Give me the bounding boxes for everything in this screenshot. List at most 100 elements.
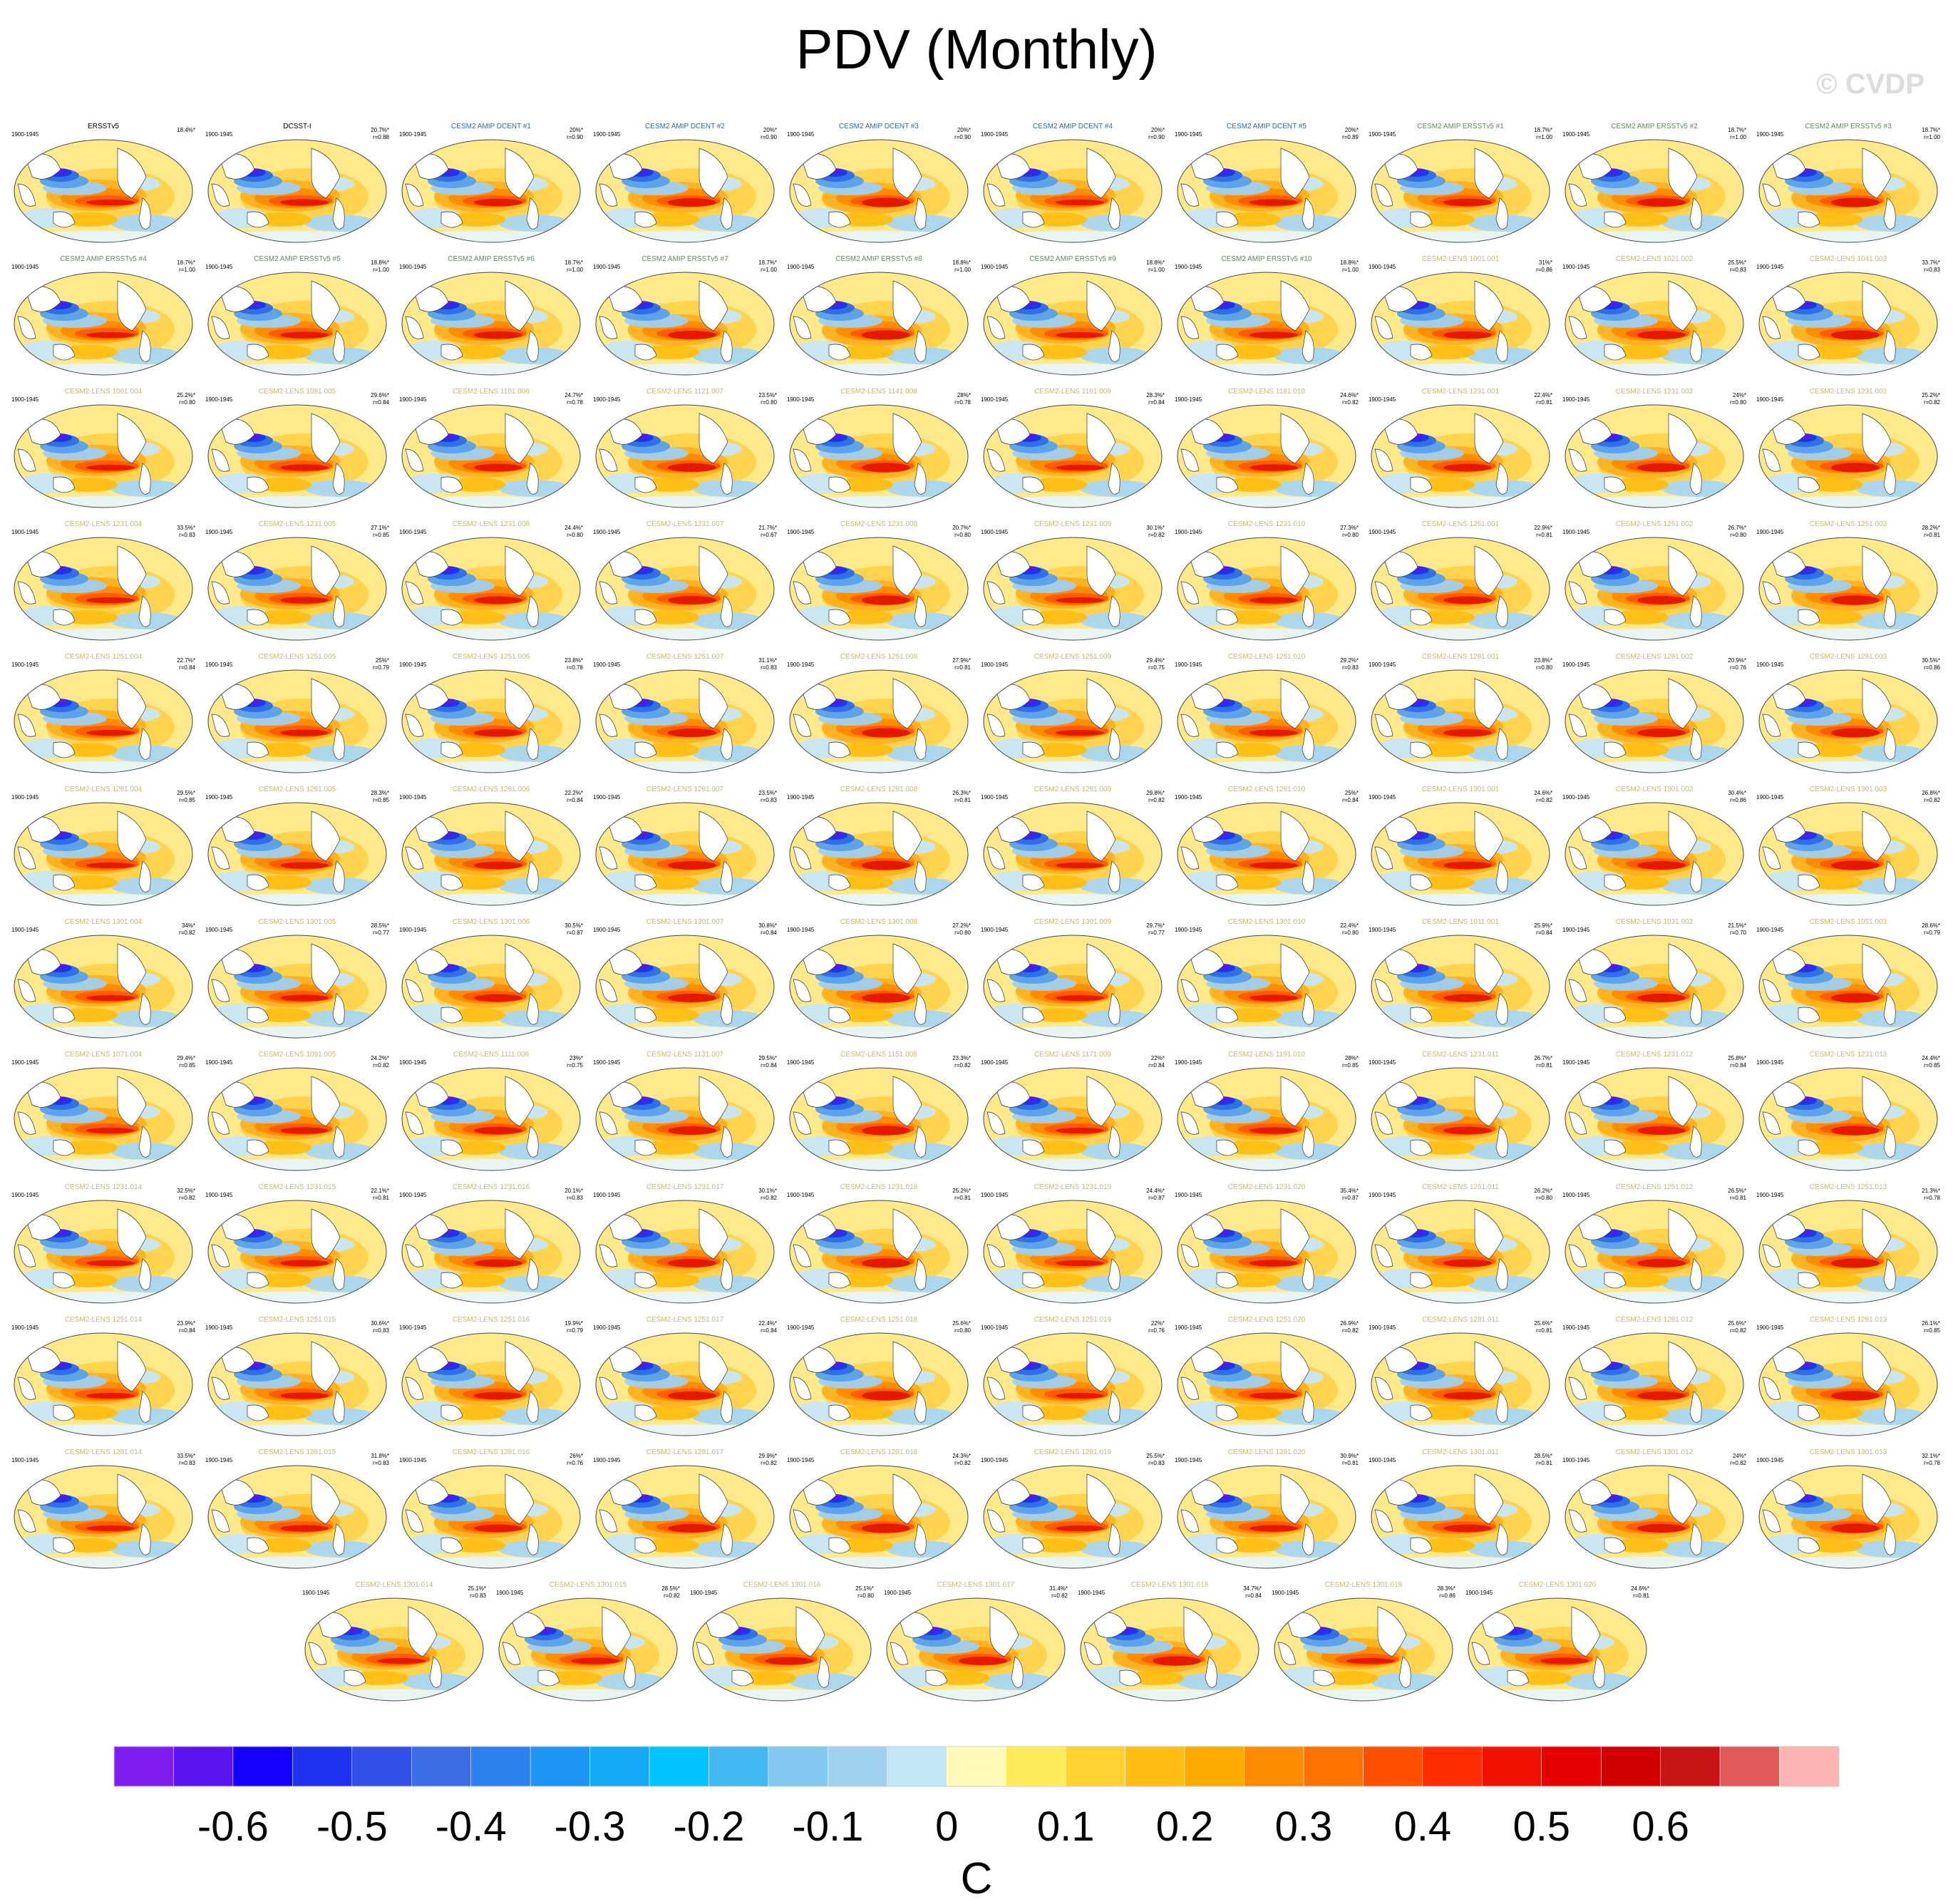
panel-grid: ERSSTv5 1900-1945 18.4%* DCSST-I 1900-1945 20…: [11, 123, 1940, 1708]
panel-variance-pct: 34%*: [181, 922, 195, 929]
map-panel: CESM2-LENS 1251.010 1900-1945 29.2%* r=0.83: [1173, 653, 1360, 780]
sst-pattern-map: [983, 272, 1163, 376]
panel-period: 1900-1945: [11, 1059, 39, 1066]
map-panel: CESM2-LENS 1231.009 1900-1945 30.1%* r=0.82: [979, 520, 1166, 647]
panel-title: CESM2-LENS 1251.017: [646, 1316, 724, 1324]
panel-pattern-correlation: r=0.83: [1730, 267, 1746, 273]
panel-pattern-correlation: r=0.82: [1148, 532, 1165, 538]
panel-period: 1900-1945: [1756, 1324, 1784, 1331]
panel-title: CESM2 AMIP ERSSTv5 #4: [60, 255, 147, 263]
panel-variance-pct: 25.2%*: [177, 392, 195, 398]
panel-period: 1900-1945: [593, 794, 621, 801]
panel-variance-pct: 22.2%*: [565, 790, 583, 796]
panel-variance-pct: 29.5%*: [177, 790, 195, 796]
panel-title: CESM2-LENS 1301.004: [64, 918, 143, 926]
map-panel: CESM2-LENS 1301.018 1900-1945 34.7%* r=0.84: [1076, 1581, 1263, 1708]
sst-pattern-map: [207, 537, 387, 641]
panel-pattern-correlation: r=0.86: [1924, 664, 1940, 671]
panel-variance-pct: 26%*: [569, 1453, 583, 1459]
sst-pattern-map: [1565, 802, 1744, 906]
panel-variance-pct: 22.4%*: [758, 1320, 777, 1327]
map-panel: CESM2-LENS 1251.015 1900-1945 30.6%* r=0.83: [204, 1316, 391, 1443]
panel-title: CESM2-LENS 1231.010: [1227, 520, 1306, 528]
panel-title: CESM2-LENS 1231.005: [258, 520, 336, 528]
map-panel: CESM2-LENS 1281.010 1900-1945 25%* r=0.84: [1173, 786, 1360, 912]
panel-pattern-correlation: r=0.80: [1730, 532, 1746, 538]
panel-period: 1900-1945: [787, 264, 815, 270]
sst-pattern-map: [1371, 404, 1550, 508]
sst-pattern-map: [401, 139, 581, 243]
panel-pattern-correlation: r=0.84: [761, 1062, 777, 1069]
sst-pattern-map: [1371, 802, 1550, 906]
colorbar-box: [947, 1746, 1006, 1787]
sst-pattern-map: [207, 935, 387, 1039]
panel-variance-pct: 28.6%*: [1922, 922, 1940, 929]
panel-pattern-correlation: r=0.83: [470, 1592, 486, 1599]
panel-variance-pct: 35.4%*: [1340, 1188, 1359, 1194]
colorbar-box: [530, 1746, 590, 1787]
panel-title: CESM2-LENS 1281.004: [64, 786, 143, 793]
panel-title: CESM2-LENS 1301.007: [646, 918, 724, 926]
map-panel: CESM2-LENS 1251.001 1900-1945 22.9%* r=0.81: [1367, 520, 1554, 647]
panel-period: 1900-1945: [1756, 662, 1784, 668]
panel-pattern-correlation: r=0.84: [1342, 797, 1359, 803]
sst-pattern-map: [1758, 1332, 1938, 1436]
map-panel: CESM2-LENS 1301.015 1900-1945 28.5%* r=0.82: [495, 1581, 681, 1708]
sst-pattern-map: [1758, 272, 1938, 376]
panel-period: 1900-1945: [593, 264, 621, 270]
sst-pattern-map: [14, 1067, 193, 1171]
sst-pattern-map: [1371, 1332, 1550, 1436]
panel-variance-pct: 28%*: [1344, 1055, 1359, 1061]
panel-variance-pct: 28.3%*: [371, 790, 389, 796]
map-panel: CESM2 AMIP ERSSTv5 #2 1900-1945 18.7%* r=1.…: [1561, 123, 1748, 249]
panel-title: CESM2-LENS 1251.020: [1227, 1316, 1306, 1324]
colorbar-box: [1125, 1746, 1185, 1787]
panel-pattern-correlation: r=0.85: [373, 532, 389, 538]
colorbar-tick-label: -0.1: [792, 1803, 863, 1850]
map-panel: CESM2-LENS 1281.008 1900-1945 26.3%* r=0.81: [785, 786, 972, 912]
panel-pattern-correlation: r=0.80: [1342, 930, 1359, 936]
panel-title: CESM2-LENS 1231.017: [646, 1183, 724, 1191]
panel-period: 1900-1945: [399, 529, 427, 535]
panel-title: CESM2-LENS 1251.012: [1615, 1183, 1694, 1191]
panel-pattern-correlation: r=0.81: [954, 797, 971, 803]
sst-pattern-map: [1758, 139, 1938, 243]
panel-variance-pct: 32.5%*: [177, 1188, 195, 1194]
panel-variance-pct: 31%*: [1538, 259, 1552, 266]
panel-pattern-correlation: r=1.00: [179, 267, 195, 273]
panel-pattern-correlation: r=0.86: [1439, 1592, 1455, 1599]
panel-title: CESM2-LENS 1281.015: [258, 1448, 336, 1456]
panel-variance-pct: 28%*: [957, 392, 971, 398]
panel-title: CESM2-LENS 1251.014: [64, 1316, 143, 1324]
panel-pattern-correlation: r=0.81: [1536, 1327, 1552, 1334]
map-panel: CESM2-LENS 1111.006 1900-1945 23%* r=0.75: [398, 1051, 584, 1178]
panel-title: CESM2-LENS 1301.002: [1615, 786, 1694, 793]
panel-period: 1900-1945: [787, 662, 815, 668]
panel-variance-pct: 23.3%*: [952, 1055, 971, 1061]
map-panel: CESM2-LENS 1281.018 1900-1945 24.3%* r=0.82: [785, 1448, 972, 1575]
sst-pattern-map: [14, 537, 193, 641]
colorbar-box: [649, 1746, 709, 1787]
map-panel: CESM2-LENS 1301.007 1900-1945 30.8%* r=0.84: [592, 918, 778, 1045]
sst-pattern-map: [304, 1597, 484, 1702]
panel-variance-pct: 18.7%*: [758, 259, 777, 266]
panel-pattern-correlation: r=0.87: [1148, 1195, 1165, 1201]
panel-variance-pct: 30.5%*: [1922, 657, 1940, 664]
panel-period: 1900-1945: [1756, 1192, 1784, 1198]
panel-title: CESM2-LENS 1301.010: [1227, 918, 1306, 926]
panel-period: 1900-1945: [1562, 131, 1590, 138]
panel-period: 1900-1945: [1562, 264, 1590, 270]
map-panel: CESM2-LENS 1231.001 1900-1945 22.4%* r=0.81: [1367, 388, 1554, 515]
panel-title: CESM2-LENS 1031.002: [1615, 918, 1694, 926]
panel-title: CESM2-LENS 1281.011: [1422, 1316, 1499, 1324]
map-panel: CESM2-LENS 1231.010 1900-1945 27.3%* r=0.80: [1173, 520, 1360, 647]
panel-variance-pct: 23.5%*: [758, 790, 777, 796]
panel-period: 1900-1945: [399, 794, 427, 801]
panel-period: 1900-1945: [1756, 529, 1784, 535]
sst-pattern-map: [983, 669, 1163, 773]
panel-pattern-correlation: r=0.83: [373, 1460, 389, 1466]
panel-variance-pct: 25.6%*: [1534, 1320, 1552, 1327]
panel-pattern-correlation: r=0.82: [1730, 1460, 1746, 1466]
sst-pattern-map: [1371, 1465, 1550, 1569]
panel-period: 1900-1945: [205, 1457, 233, 1463]
